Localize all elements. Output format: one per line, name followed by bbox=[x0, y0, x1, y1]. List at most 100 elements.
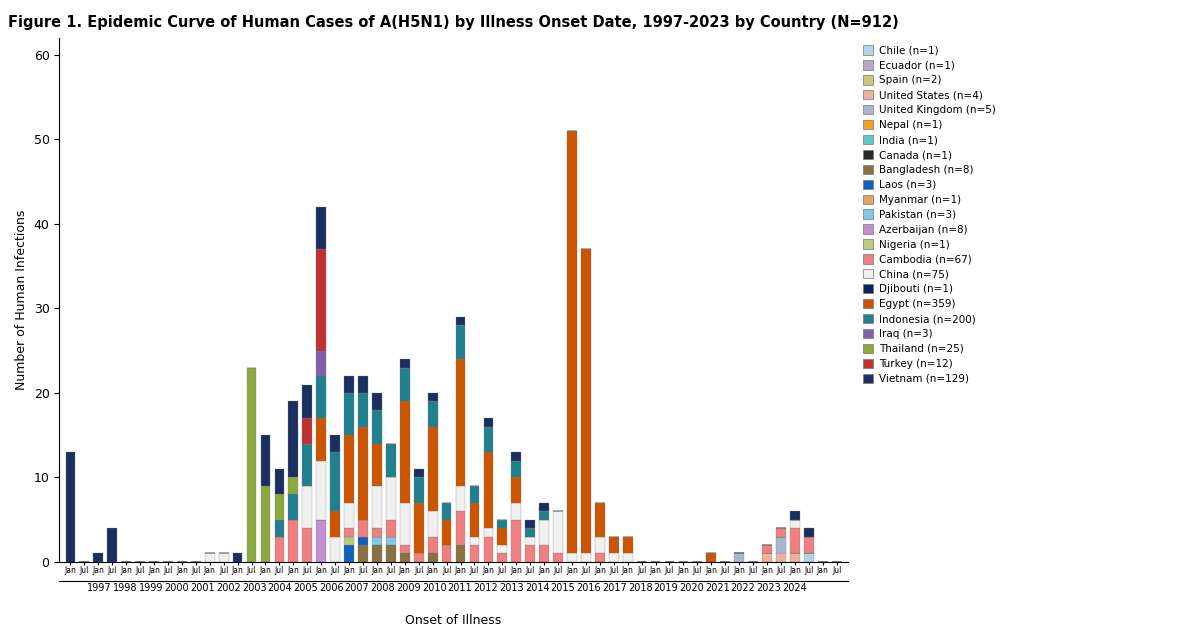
Bar bbox=[372, 486, 382, 528]
Bar bbox=[734, 553, 744, 562]
Bar bbox=[526, 528, 535, 537]
Bar bbox=[344, 503, 354, 528]
Bar bbox=[400, 553, 409, 562]
Bar bbox=[386, 478, 396, 520]
Bar bbox=[442, 503, 451, 520]
Bar bbox=[568, 553, 577, 562]
Legend: Chile (n=1), Ecuador (n=1), Spain (n=2), United States (n=4), United Kingdom (n=: Chile (n=1), Ecuador (n=1), Spain (n=2),… bbox=[860, 43, 997, 386]
Bar bbox=[456, 325, 466, 359]
Bar bbox=[233, 553, 242, 562]
Bar bbox=[358, 393, 368, 427]
Bar bbox=[623, 537, 632, 553]
Y-axis label: Number of Human Infections: Number of Human Infections bbox=[16, 210, 28, 390]
Bar bbox=[790, 528, 799, 553]
Bar bbox=[498, 545, 508, 553]
X-axis label: Onset of Illness: Onset of Illness bbox=[406, 614, 502, 627]
Bar bbox=[400, 503, 409, 545]
Bar bbox=[762, 545, 772, 553]
Bar bbox=[317, 520, 326, 562]
Bar bbox=[358, 520, 368, 537]
Bar bbox=[442, 545, 451, 562]
Bar bbox=[762, 553, 772, 562]
Bar bbox=[469, 545, 479, 562]
Bar bbox=[511, 478, 521, 503]
Bar bbox=[804, 553, 814, 562]
Bar bbox=[456, 511, 466, 545]
Bar bbox=[608, 553, 619, 562]
Bar bbox=[539, 520, 548, 545]
Bar bbox=[414, 503, 424, 553]
Bar bbox=[302, 385, 312, 419]
Bar bbox=[484, 528, 493, 537]
Bar bbox=[358, 427, 368, 520]
Bar bbox=[595, 537, 605, 553]
Bar bbox=[511, 520, 521, 562]
Bar bbox=[247, 368, 257, 562]
Bar bbox=[498, 553, 508, 562]
Bar bbox=[498, 520, 508, 528]
Bar bbox=[568, 131, 577, 553]
Bar bbox=[205, 553, 215, 562]
Bar bbox=[484, 419, 493, 427]
Bar bbox=[484, 452, 493, 528]
Bar bbox=[400, 359, 409, 368]
Bar bbox=[94, 553, 103, 562]
Bar bbox=[372, 410, 382, 444]
Bar bbox=[414, 553, 424, 562]
Bar bbox=[790, 511, 799, 520]
Bar bbox=[358, 376, 368, 393]
Bar bbox=[776, 528, 786, 537]
Bar bbox=[275, 494, 284, 520]
Bar bbox=[427, 427, 438, 511]
Bar bbox=[427, 401, 438, 427]
Bar bbox=[302, 528, 312, 562]
Bar bbox=[400, 368, 409, 401]
Bar bbox=[302, 419, 312, 444]
Bar bbox=[330, 537, 340, 562]
Bar bbox=[442, 520, 451, 545]
Title: Figure 1. Epidemic Curve of Human Cases of A(H5N1) by Illness Onset Date, 1997-2: Figure 1. Epidemic Curve of Human Cases … bbox=[8, 15, 899, 30]
Bar bbox=[275, 469, 284, 494]
Bar bbox=[260, 435, 270, 486]
Bar bbox=[386, 520, 396, 537]
Bar bbox=[344, 528, 354, 537]
Bar bbox=[469, 503, 479, 537]
Bar bbox=[511, 452, 521, 460]
Bar bbox=[469, 537, 479, 545]
Bar bbox=[414, 469, 424, 478]
Bar bbox=[66, 452, 76, 562]
Bar bbox=[372, 393, 382, 410]
Bar bbox=[511, 503, 521, 520]
Bar bbox=[539, 503, 548, 511]
Bar bbox=[288, 401, 299, 478]
Bar bbox=[539, 511, 548, 520]
Bar bbox=[456, 317, 466, 325]
Bar bbox=[456, 545, 466, 562]
Bar bbox=[260, 486, 270, 562]
Bar bbox=[302, 444, 312, 486]
Bar bbox=[317, 419, 326, 460]
Bar bbox=[344, 537, 354, 545]
Bar bbox=[330, 511, 340, 537]
Bar bbox=[776, 537, 786, 553]
Bar bbox=[526, 545, 535, 562]
Bar bbox=[330, 435, 340, 452]
Bar bbox=[498, 528, 508, 545]
Bar bbox=[553, 511, 563, 553]
Bar bbox=[595, 553, 605, 562]
Bar bbox=[358, 545, 368, 562]
Bar bbox=[400, 401, 409, 503]
Bar bbox=[107, 528, 118, 562]
Bar bbox=[288, 494, 299, 520]
Bar bbox=[526, 520, 535, 528]
Bar bbox=[344, 435, 354, 503]
Bar bbox=[414, 478, 424, 503]
Bar bbox=[790, 553, 799, 562]
Bar bbox=[317, 376, 326, 419]
Bar bbox=[581, 553, 590, 562]
Bar bbox=[317, 207, 326, 249]
Bar bbox=[427, 553, 438, 562]
Bar bbox=[218, 553, 228, 562]
Bar bbox=[539, 545, 548, 562]
Bar bbox=[372, 444, 382, 486]
